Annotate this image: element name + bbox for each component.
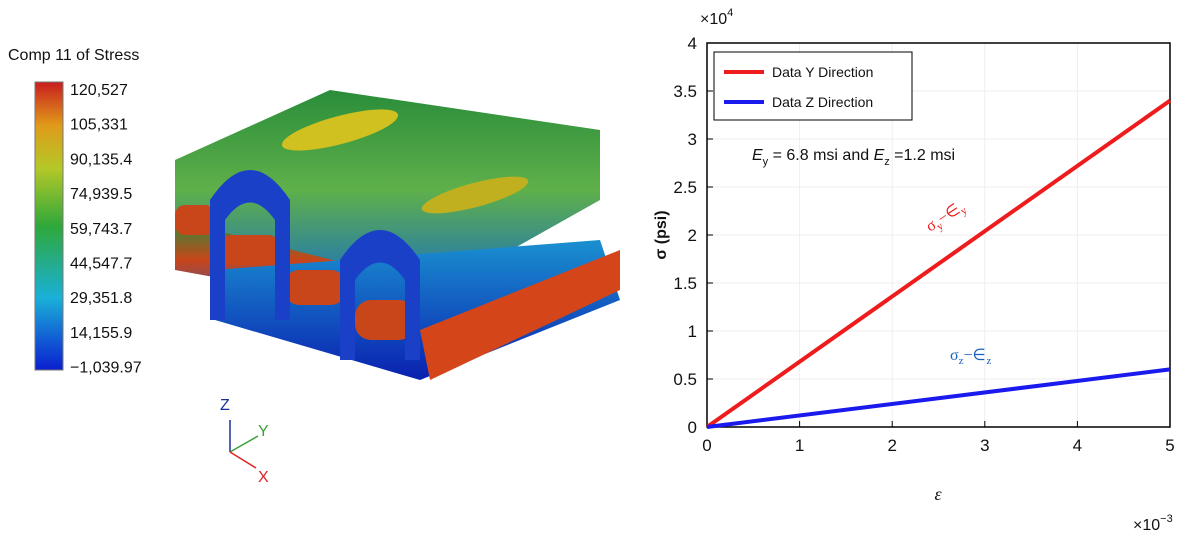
x-tick-label: 0 [702, 436, 711, 455]
x-scale-exponent: −3 [1160, 513, 1173, 525]
y-tick-label: 1.5 [673, 274, 697, 293]
y-tick-label: 1 [688, 322, 697, 341]
annotation-part: = 6.8 msi and [768, 147, 873, 164]
y-scale-base: ×10 [700, 11, 727, 28]
annotation-part: E [874, 147, 885, 164]
colorbar-labels: 120,527 105,331 90,135.4 74,939.5 59,743.7 44… [70, 82, 142, 377]
y-axis-label: σ (psi) [653, 210, 670, 259]
triad-x: X [258, 469, 269, 486]
colorbar-label: 90,135.4 [70, 151, 132, 168]
x-tick-label: 4 [1073, 436, 1082, 455]
colorbar-label: −1,039.97 [70, 360, 142, 377]
y-tick-label: 3.5 [673, 82, 697, 101]
x-scale-base: ×10 [1133, 517, 1160, 534]
colorbar [35, 82, 63, 370]
legend-label: Data Y Direction [772, 64, 873, 80]
y-scale: ×104 [700, 7, 733, 28]
colorbar-title: Comp 11 of Stress [8, 47, 139, 64]
colorbar-label: 29,351.8 [70, 290, 132, 307]
colorbar-label: 120,527 [70, 82, 128, 99]
x-scale: ×10−3 [1133, 513, 1173, 534]
y-tick-label: 0 [688, 418, 697, 437]
colorbar-label: 44,547.7 [70, 256, 132, 273]
y-scale-exponent: 4 [727, 7, 733, 19]
axes-triad: Z Y X [220, 397, 269, 486]
triad-z: Z [220, 397, 230, 414]
x-tick-label: 5 [1165, 436, 1174, 455]
colorbar-label: 59,743.7 [70, 221, 132, 238]
y-tick-label: 4 [688, 34, 697, 53]
y-tick-label: 3 [688, 130, 697, 149]
annotation-part: =1.2 msi [890, 147, 955, 164]
colorbar-label: 105,331 [70, 117, 128, 134]
legend-label: Data Z Direction [772, 94, 873, 110]
y-line-label: σy−∈y [923, 198, 970, 238]
figure: Comp 11 of Stress 120,527 105,331 90,135.4… [0, 0, 1196, 536]
y-tick-label: 0.5 [673, 370, 697, 389]
label-part: z [986, 355, 991, 367]
colorbar-label: 74,939.5 [70, 186, 132, 203]
label-part: −∈ [964, 347, 987, 364]
x-tick-label: 1 [795, 436, 804, 455]
triad-y: Y [258, 423, 269, 440]
x-tick-label: 2 [887, 436, 896, 455]
colorbar-label: 14,155.9 [70, 325, 132, 342]
y-tick-label: 2.5 [673, 178, 697, 197]
x-axis-label: ε [934, 484, 942, 504]
annotation: Ey = 6.8 msi and Ez =1.2 msi [752, 147, 955, 168]
fem-model [175, 90, 620, 380]
annotation-part: E [752, 147, 763, 164]
x-tick-label: 3 [980, 436, 989, 455]
y-tick-label: 2 [688, 226, 697, 245]
